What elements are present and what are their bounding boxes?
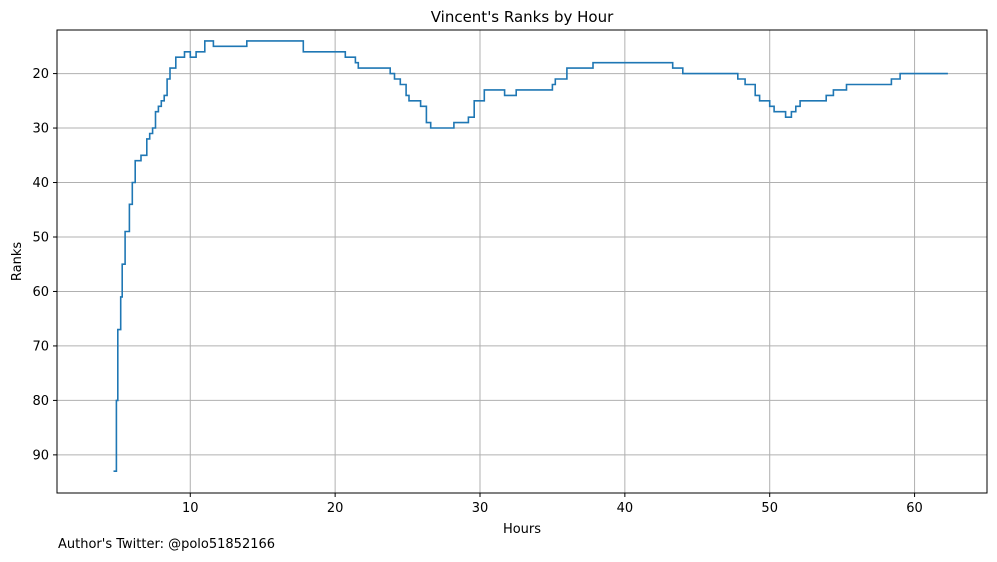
author-footnote: Author's Twitter: @polo51852166 — [58, 537, 276, 552]
grid — [57, 30, 987, 493]
x-tick-label: 20 — [327, 501, 344, 516]
x-tick-label: 50 — [761, 501, 778, 516]
y-tick-label: 60 — [32, 285, 49, 300]
x-tick-label: 30 — [472, 501, 489, 516]
y-tick-label: 20 — [32, 67, 49, 82]
y-tick-label: 80 — [32, 394, 49, 409]
x-axis-label: Hours — [503, 522, 541, 537]
y-tick-label: 30 — [32, 122, 49, 137]
y-axis-label: Ranks — [10, 242, 25, 281]
x-tick-label: 60 — [906, 501, 923, 516]
y-tick-label: 40 — [32, 176, 49, 191]
ticks: 10 20 30 40 50 60 20 30 40 50 60 70 80 90 — [32, 67, 922, 516]
series-line — [113, 40, 948, 472]
y-tick-label: 70 — [32, 339, 49, 354]
y-tick-label: 90 — [32, 448, 49, 463]
x-tick-label: 40 — [617, 501, 634, 516]
y-tick-label: 50 — [32, 230, 49, 245]
chart-title: Vincent's Ranks by Hour — [431, 8, 614, 26]
x-tick-label: 10 — [182, 501, 199, 516]
axes-frame — [56, 29, 988, 494]
